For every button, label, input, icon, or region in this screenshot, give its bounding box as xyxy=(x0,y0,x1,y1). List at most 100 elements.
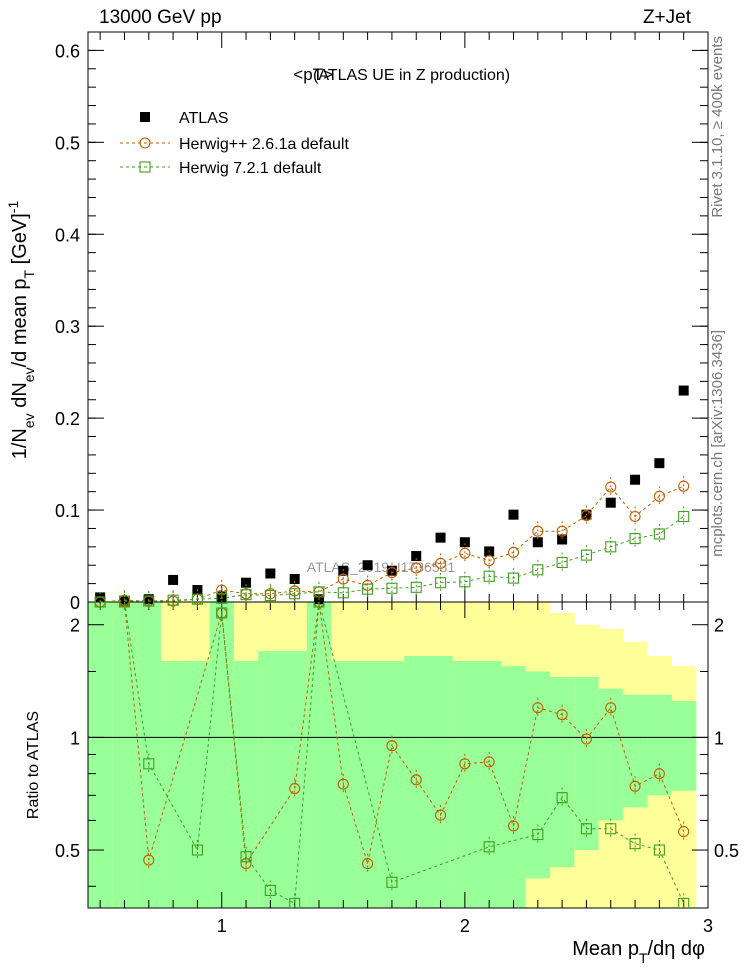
x-tick-label: 1 xyxy=(217,916,227,936)
ratio-series-1-group xyxy=(118,602,690,908)
inner-uncertainty-band xyxy=(185,660,211,908)
inner-uncertainty-band xyxy=(598,688,624,821)
ratio-band-group xyxy=(88,602,697,908)
ratio-y-tick-label-right: 2 xyxy=(714,616,724,636)
inner-uncertainty-band xyxy=(671,701,697,791)
herwig7-data-point xyxy=(556,556,568,569)
herwigpp-data-point xyxy=(386,567,398,579)
herwig7-data-point xyxy=(240,589,252,601)
herwigpp-data-point xyxy=(410,562,422,574)
inner-uncertainty-band xyxy=(574,676,600,851)
herwig7-data-point xyxy=(605,541,617,553)
herwigpp-data-point xyxy=(605,481,617,493)
atlas-data-point xyxy=(265,568,276,579)
herwigpp-data-point xyxy=(483,756,495,768)
legend-label: Herwig 7.2.1 default xyxy=(179,160,322,177)
herwigpp-data-point xyxy=(532,702,544,714)
watermark-label: ATLAS_2019_I1736531 xyxy=(307,559,456,575)
herwig7-data-point xyxy=(580,549,592,561)
herwig7-data-point xyxy=(337,587,349,599)
atlas-data-point xyxy=(605,497,616,508)
herwig7-data-point xyxy=(629,533,641,545)
main-series-1-line xyxy=(100,485,684,603)
herwig7-data-point xyxy=(605,823,617,835)
chart-title: <pT> xyxy=(293,65,333,84)
herwig7-data-point xyxy=(362,583,374,595)
herwigpp-data-point xyxy=(143,854,155,866)
herwig7-data-point xyxy=(118,595,131,607)
herwig7-data-point xyxy=(191,844,203,856)
herwig7-data-point xyxy=(139,161,151,173)
y-tick-label: 0.1 xyxy=(55,501,80,521)
herwigpp-data-point xyxy=(139,137,151,149)
herwig7-data-point xyxy=(653,528,665,540)
atlas-data-point xyxy=(508,509,519,520)
herwigpp-data-point xyxy=(483,555,495,567)
herwig7-data-point xyxy=(94,596,106,608)
herwig7-data-point xyxy=(386,582,398,594)
ratio-y-axis-label: Ratio to ATLAS xyxy=(25,711,42,819)
ratio-y-tick-label: 0.5 xyxy=(55,841,80,861)
herwigpp-data-point xyxy=(653,490,665,502)
y-tick-label: 0.2 xyxy=(55,409,80,429)
header-right-label: Z+Jet xyxy=(642,7,691,28)
header-left-label: 13000 GeV pp xyxy=(99,7,222,28)
herwigpp-data-point xyxy=(507,546,520,558)
atlas-data-point xyxy=(289,574,300,585)
ratio-y-tick-label: 2 xyxy=(70,616,80,636)
herwig7-data-point xyxy=(240,851,252,863)
inner-uncertainty-band xyxy=(428,655,454,908)
inner-uncertainty-band xyxy=(622,694,648,808)
atlas-data-point xyxy=(654,458,665,469)
herwig7-data-point xyxy=(191,593,203,605)
herwig7-data-point xyxy=(410,581,422,593)
herwigpp-data-point xyxy=(653,768,665,780)
herwig7-data-point xyxy=(434,577,447,589)
x-tick-label: 3 xyxy=(703,916,713,936)
herwig7-data-point xyxy=(264,884,276,896)
x-tick-label: 2 xyxy=(460,916,470,936)
herwigpp-data-point xyxy=(556,525,568,537)
herwigpp-data-point xyxy=(459,758,471,770)
atlas-data-point xyxy=(557,534,568,545)
y-axis-label: 1/Nev dNev/d mean pT [GeV]-1 xyxy=(5,201,37,460)
atlas-data-point xyxy=(241,577,252,588)
herwigpp-data-point xyxy=(386,740,398,752)
ratio-series-0-line xyxy=(124,602,685,866)
ratio-y-tick-label: 1 xyxy=(70,728,80,748)
atlas-data-point xyxy=(459,537,470,548)
inner-uncertainty-band xyxy=(160,660,186,908)
herwigpp-data-point xyxy=(434,809,447,821)
ratio-y-tick-label-right: 1 xyxy=(714,728,724,748)
atlas-data-point xyxy=(678,385,689,396)
herwigpp-data-point xyxy=(678,826,690,838)
y-tick-label: 0.3 xyxy=(55,317,80,337)
herwig7-data-point xyxy=(386,876,398,888)
herwigpp-data-point xyxy=(507,820,520,832)
y-tick-label: 0.4 xyxy=(55,225,80,245)
herwig7-data-point xyxy=(313,602,325,608)
atlas-data-point xyxy=(630,474,641,485)
atlas-data-point xyxy=(532,537,543,548)
chart-subtitle: (ATLAS UE in Z production) xyxy=(313,67,510,84)
herwigpp-data-point xyxy=(556,709,568,721)
ratio-y-tick-label-right: 0.5 xyxy=(714,841,739,861)
herwig7-data-point xyxy=(143,758,155,770)
herwig7-data-point xyxy=(167,594,179,606)
herwig7-data-point xyxy=(483,841,495,853)
herwig7-data-point xyxy=(532,828,544,841)
inner-uncertainty-band xyxy=(112,602,138,908)
herwig7-data-point xyxy=(507,572,520,584)
herwigpp-data-point xyxy=(678,480,690,492)
herwigpp-data-point xyxy=(434,557,447,569)
herwigpp-data-point xyxy=(216,584,228,596)
atlas-data-point xyxy=(411,551,422,562)
herwig7-data-point xyxy=(483,570,495,582)
herwigpp-data-point xyxy=(629,780,641,792)
herwig7-data-point xyxy=(118,602,131,608)
herwigpp-data-point xyxy=(605,702,617,714)
y-tick-label: 0 xyxy=(70,593,80,613)
legend-entry: ATLAS xyxy=(140,110,229,127)
inner-uncertainty-band xyxy=(477,660,502,908)
herwigpp-data-point xyxy=(289,782,301,795)
